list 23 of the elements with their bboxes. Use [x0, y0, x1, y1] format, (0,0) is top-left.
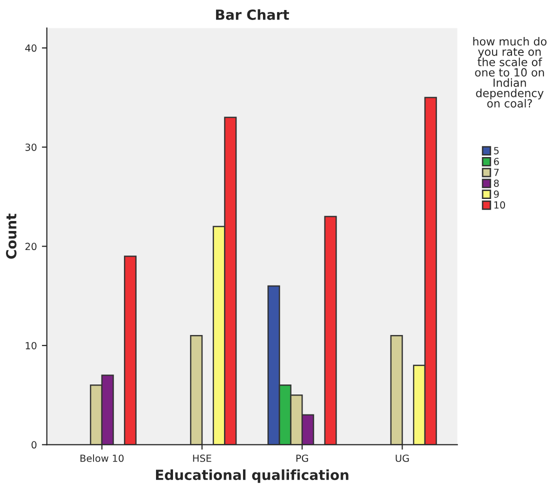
legend-label: 10 — [494, 201, 506, 209]
legend-label: 5 — [494, 147, 499, 154]
legend-label: 9 — [494, 190, 499, 198]
chart-title: Bar Chart — [216, 9, 290, 20]
bar — [390, 334, 403, 445]
bar — [124, 256, 137, 445]
x-tick-label: HSE — [193, 454, 212, 462]
x-tick-label: UG — [396, 454, 409, 462]
y-tick-label: 0 — [32, 441, 36, 449]
legend-label: 7 — [494, 168, 499, 176]
y-tick-label: 30 — [25, 144, 36, 151]
legend-label: 6 — [494, 158, 499, 166]
y-axis-title: Count — [6, 214, 16, 259]
legend-title: how much do you rate on the scale of one to 10 on Indian dependency on coal? — [473, 36, 546, 108]
x-tick-label: Below 10 — [80, 454, 124, 462]
y-tick-label: 20 — [25, 242, 36, 250]
x-axis-title: Educational qualification — [156, 469, 348, 483]
bar — [190, 334, 203, 445]
y-tick-label: 40 — [25, 44, 36, 52]
y-tick-label: 10 — [26, 342, 36, 350]
legend-label: 8 — [494, 180, 499, 187]
x-tick-label: PG — [296, 454, 308, 462]
bar — [324, 216, 337, 445]
